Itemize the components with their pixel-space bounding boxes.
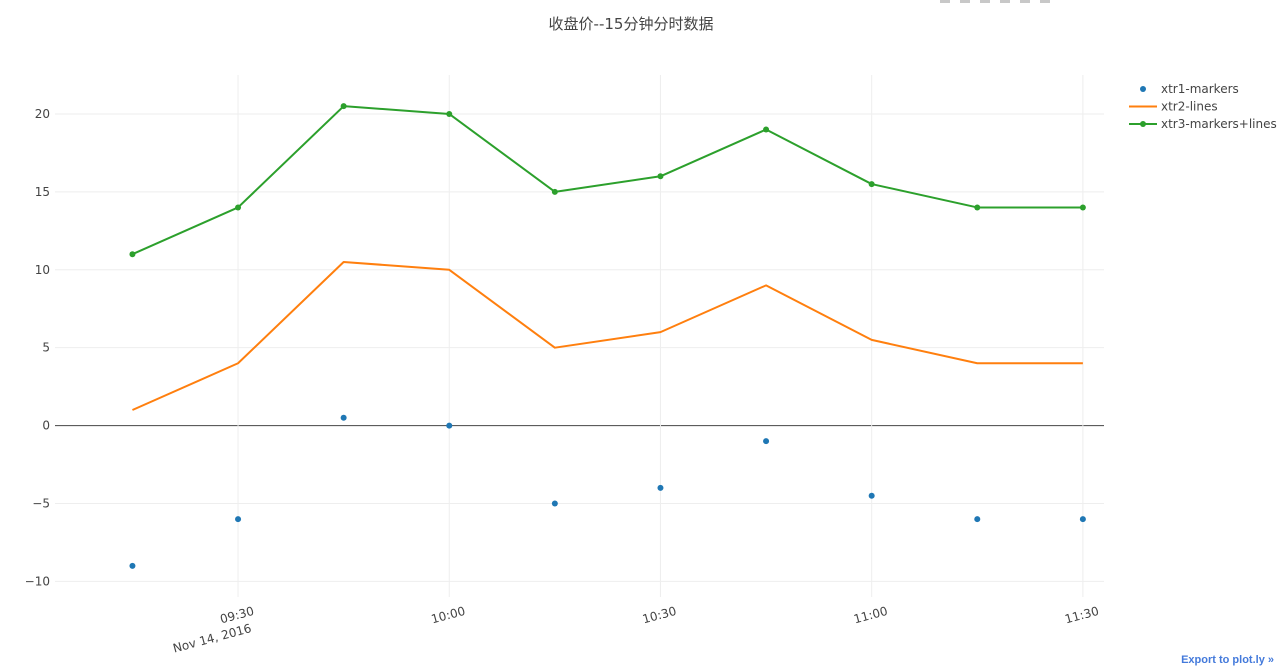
series-line-xtr3-markers-lines [132,105,1083,256]
modebar-button[interactable] [1000,0,1010,3]
legend-swatch-marker [1140,86,1146,92]
legend-swatch-marker [1140,121,1146,127]
y-tick-label: 0 [42,419,50,433]
modebar-button[interactable] [940,0,950,3]
y-tick-label: 10 [35,263,50,277]
modebar-button[interactable] [980,0,990,3]
y-tick-label: 15 [35,185,50,199]
legend-item-xtr3-markers-lines[interactable]: xtr3-markers+lines [1129,117,1277,131]
data-point-xtr3-markers-lines [235,204,242,211]
modebar-button[interactable] [960,0,970,3]
x-tick: 10:00 [430,604,467,626]
data-point-xtr3-markers-lines [763,126,770,133]
data-point-xtr3-markers-lines [657,173,664,180]
modebar-button[interactable] [1040,0,1050,3]
series-line-xtr2-lines [132,260,1083,411]
data-point-xtr3-markers-lines [340,103,347,110]
legend-label: xtr2-lines [1161,100,1218,114]
y-tick-label: 5 [42,341,50,355]
data-point-xtr1-markers [235,516,242,523]
data-point-xtr3-markers-lines [1079,204,1086,211]
x-tick: 11:00 [852,604,889,626]
data-point-xtr3-markers-lines [868,181,875,188]
x-tick-label: 10:00 [430,604,467,626]
modebar [940,0,1260,4]
legend-item-xtr1-markers[interactable]: xtr1-markers [1140,82,1239,96]
data-point-xtr1-markers [974,516,981,523]
data-point-xtr1-markers [657,484,664,491]
x-tick-label: 10:30 [641,604,678,626]
data-point-xtr1-markers [446,422,453,429]
data-point-xtr3-markers-lines [551,188,558,195]
data-point-xtr1-markers [551,500,558,507]
x-tick-label: 09:30 [218,604,255,626]
y-tick-label: −5 [32,497,50,511]
legend: xtr1-markers xtr2-lines xtr3-markers+lines [1129,82,1277,131]
chart-title: 收盘价--15分钟分时数据 [549,15,714,33]
data-point-xtr1-markers [868,492,875,499]
x-tick: 11:30 [1063,604,1100,626]
x-tick-date-label: Nov 14, 2016 [171,621,253,655]
y-tick-label: 20 [35,107,50,121]
x-tick-label: 11:00 [852,604,889,626]
data-point-xtr3-markers-lines [974,204,981,211]
legend-item-xtr2-lines[interactable]: xtr2-lines [1129,100,1218,114]
data-point-xtr1-markers [1079,516,1086,523]
grid-layer [55,75,1104,597]
x-tick: 10:30 [641,604,678,626]
data-point-xtr3-markers-lines [129,251,136,258]
data-point-xtr1-markers [129,562,136,569]
data-point-xtr1-markers [763,438,770,445]
plot-area [129,103,1086,569]
data-point-xtr1-markers [340,414,347,421]
data-point-xtr3-markers-lines [446,110,453,117]
modebar-button[interactable] [1020,0,1030,3]
legend-label: xtr3-markers+lines [1161,117,1277,131]
export-link[interactable]: Export to plot.ly » [1181,654,1274,666]
x-tick-label: 11:30 [1063,604,1100,626]
legend-label: xtr1-markers [1161,82,1239,96]
y-tick-label: −10 [25,574,50,588]
